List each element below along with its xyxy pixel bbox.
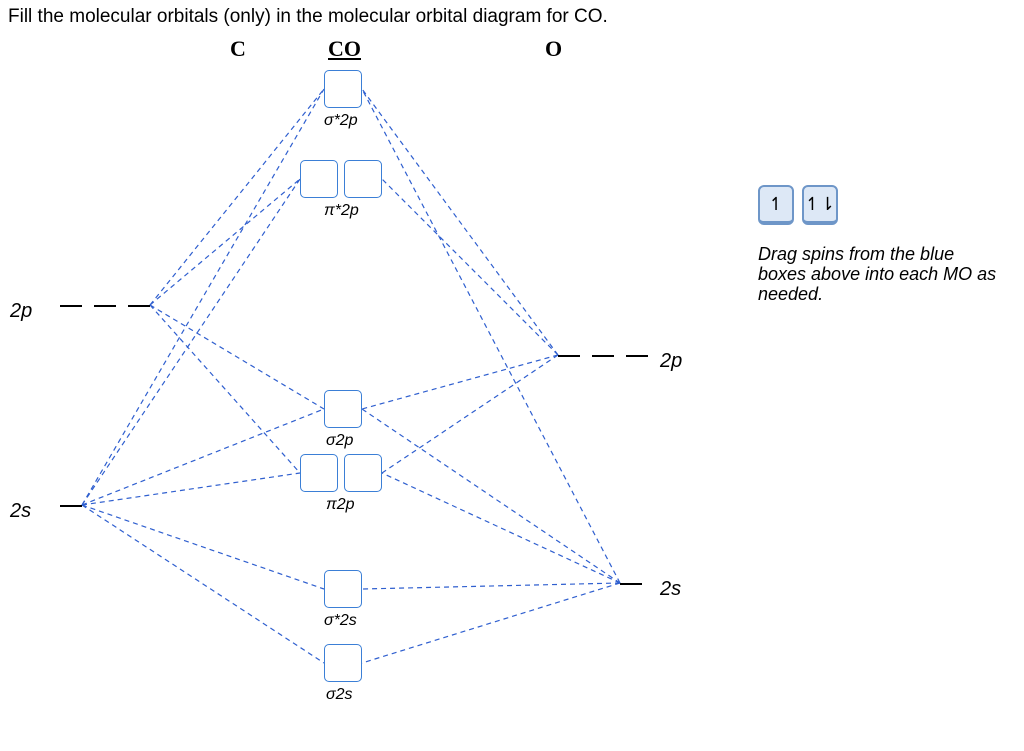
spin-pair-tile[interactable]: ↿⇂ — [802, 185, 838, 225]
mo-box-sigma_2s[interactable] — [324, 644, 362, 682]
mo-box-pi_star_2p-1[interactable] — [344, 160, 382, 198]
drag-hint-text: Drag spins from the blue boxes above int… — [758, 245, 998, 304]
instruction-text: Fill the molecular orbitals (only) in th… — [8, 6, 608, 28]
ao-slots-c_2s — [60, 505, 82, 507]
mo-label-pi_2p: π2p — [326, 496, 355, 514]
mo-pair-pi_2p — [300, 454, 382, 492]
mo-label-sigma_2s: σ2s — [326, 686, 353, 704]
mo-label-sigma_star_2p: σ*2p — [324, 112, 358, 130]
spin-source: ↿ ↿⇂ — [758, 185, 838, 225]
mo-label-sigma_2p: σ2p — [326, 432, 353, 450]
mo-pair-pi_star_2p — [300, 160, 382, 198]
column-header-co: CO — [328, 36, 361, 62]
mo-box-sigma_2p[interactable] — [324, 390, 362, 428]
mo-box-pi_2p-0[interactable] — [300, 454, 338, 492]
diagram-stage: C CO O 2p 2s 2p 2s σ*2p π*2p σ2p π2p σ*2s σ2s ↿ … — [0, 30, 1024, 750]
ao-slots-o_2p — [558, 355, 648, 357]
spin-up-tile[interactable]: ↿ — [758, 185, 794, 225]
ao-label-c_2p: 2p — [10, 300, 32, 323]
ao-label-o_2p: 2p — [660, 350, 682, 373]
ao-label-c_2s: 2s — [10, 500, 31, 523]
mo-box-sigma_star_2s[interactable] — [324, 570, 362, 608]
mo-box-pi_star_2p-0[interactable] — [300, 160, 338, 198]
mo-label-pi_star_2p: π*2p — [324, 202, 359, 220]
mo-label-sigma_star_2s: σ*2s — [324, 612, 357, 630]
column-header-o: O — [545, 36, 562, 62]
connection-lines — [0, 30, 1024, 750]
mo-box-pi_2p-1[interactable] — [344, 454, 382, 492]
column-header-c: C — [230, 36, 246, 62]
ao-slots-o_2s — [620, 583, 642, 585]
ao-label-o_2s: 2s — [660, 578, 681, 601]
mo-box-sigma_star_2p[interactable] — [324, 70, 362, 108]
ao-slots-c_2p — [60, 305, 150, 307]
